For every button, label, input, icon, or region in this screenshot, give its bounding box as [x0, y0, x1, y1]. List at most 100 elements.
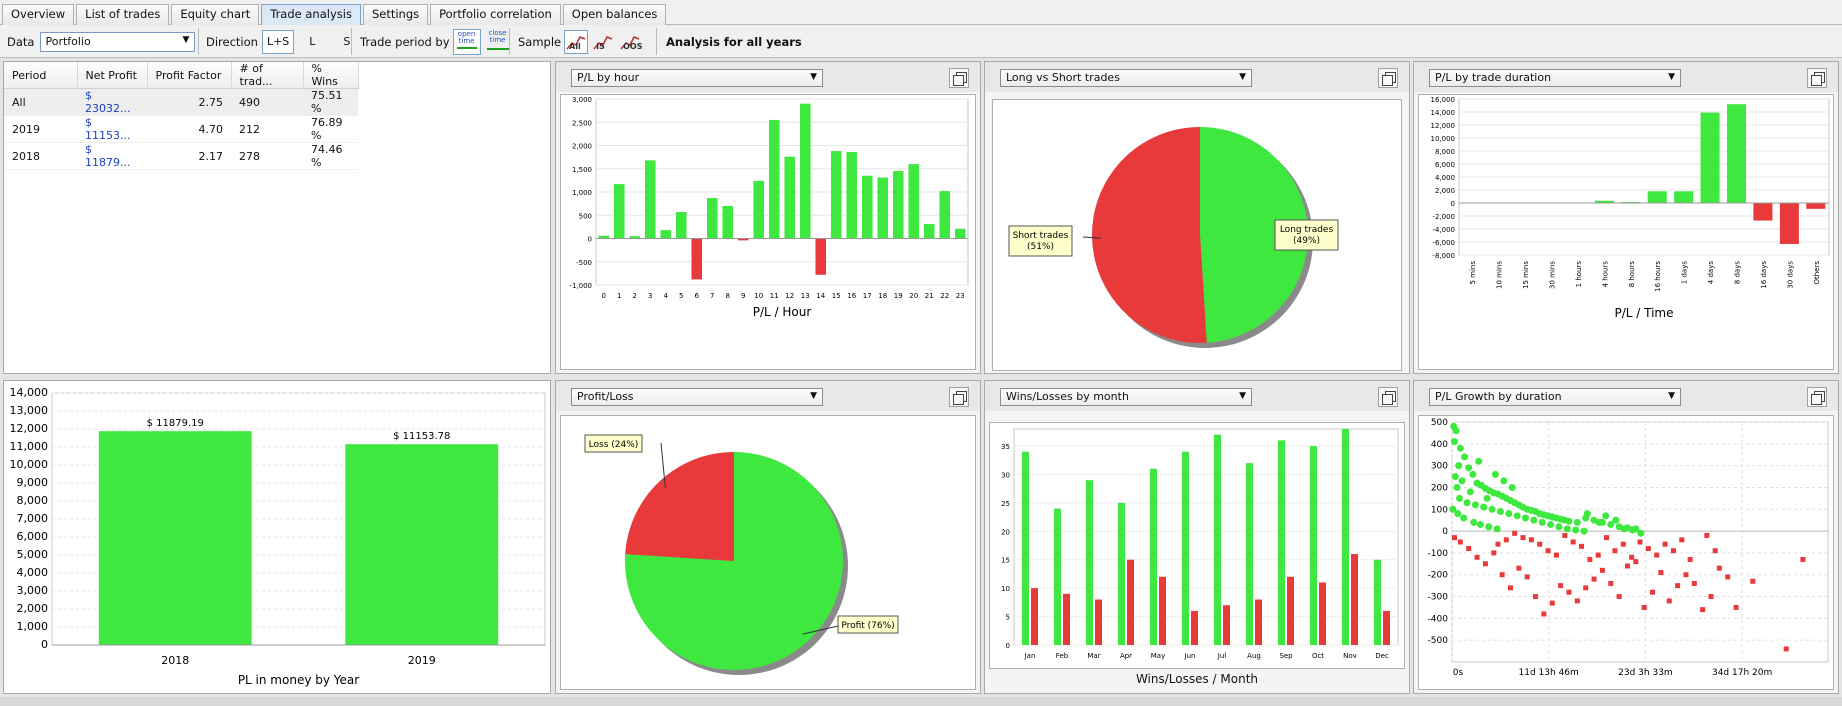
bar-wins — [1086, 480, 1093, 645]
pl-growth-select[interactable]: P/L Growth by duration ▼ — [1429, 388, 1681, 406]
scatter-point-loss — [1545, 548, 1551, 554]
bar — [799, 103, 811, 239]
column-header-profit-factor[interactable]: Profit Factor — [147, 62, 232, 89]
scatter-point-win — [1456, 444, 1464, 452]
scatter-point-loss — [1654, 552, 1660, 558]
long-vs-short-select[interactable]: Long vs Short trades ▼ — [1000, 69, 1252, 87]
y-tick-label: 3,000 — [17, 584, 49, 597]
callout-label: Loss (24%) — [589, 440, 639, 450]
x-tick-label: 18 — [878, 292, 887, 300]
chevron-down-icon: ▼ — [182, 34, 190, 45]
scatter-point-loss — [1457, 539, 1463, 545]
x-tick-label: 0s — [1453, 668, 1464, 678]
bar-losses — [1319, 582, 1326, 645]
maximize-icon[interactable] — [1378, 68, 1398, 88]
scatter-point-win — [1455, 462, 1463, 470]
cell-trades: 490 — [231, 88, 303, 116]
sample-oos-icon — [620, 35, 640, 49]
x-tick-label: Apr — [1120, 652, 1132, 660]
direction-l-button[interactable]: L — [309, 34, 316, 48]
pl-by-hour-select[interactable]: P/L by hour ▼ — [571, 69, 823, 87]
callout-label: (49%) — [1293, 236, 1320, 246]
table-row[interactable]: 2019 $ 11153... 4.70 212 76.89 % — [4, 115, 358, 143]
scatter-point-loss — [1524, 574, 1530, 580]
direction-s-button[interactable]: S — [343, 34, 351, 48]
sample-label: Sample — [518, 34, 562, 49]
callout-label: Profit (76%) — [841, 621, 894, 631]
column-header-period[interactable]: Period — [4, 62, 78, 89]
scatter-point-win — [1522, 514, 1530, 522]
callout-box — [1008, 225, 1073, 257]
table-row[interactable]: All $ 23032... 2.75 490 75.51 % — [4, 88, 358, 116]
scatter-point-loss — [1662, 541, 1668, 547]
cell-net-profit: $ 23032... — [77, 88, 147, 116]
tab-overview[interactable]: Overview — [2, 4, 75, 25]
sample-is-button[interactable]: IS — [591, 30, 615, 54]
x-axis-label: PL in money by Year — [238, 673, 359, 687]
maximize-icon[interactable] — [1807, 387, 1827, 407]
splitter-handle[interactable] — [0, 697, 1842, 706]
bar — [675, 211, 687, 239]
scatter-point-win — [1488, 505, 1496, 513]
x-tick-label: 8 hours — [1628, 261, 1636, 288]
tab-portfolio-correlation[interactable]: Portfolio correlation — [430, 4, 561, 25]
y-tick-label: 8,000 — [17, 494, 49, 507]
x-tick-label: 11d 13h 46m — [1519, 668, 1579, 678]
y-tick-label: 500 — [579, 212, 592, 220]
maximize-icon[interactable] — [949, 68, 969, 88]
bar — [644, 160, 656, 239]
scatter-point-win — [1452, 427, 1460, 435]
scatter-point-win — [1456, 494, 1464, 502]
data-label: $ 11153.78 — [393, 431, 450, 442]
pl-growth-panel: P/L Growth by duration ▼ -500 -400 -300 -200… — [1413, 380, 1839, 694]
y-tick-label: 6,000 — [17, 530, 49, 543]
period-table: Period Net Profit Profit Factor # of tra… — [4, 62, 359, 170]
bar — [753, 180, 765, 239]
maximize-icon[interactable] — [949, 387, 969, 407]
maximize-icon[interactable] — [1807, 68, 1827, 88]
y-tick-label: 1,000 — [17, 620, 49, 633]
wins-losses-select[interactable]: Wins/Losses by month ▼ — [1000, 388, 1252, 406]
scatter-point-win — [1508, 483, 1516, 491]
column-header-trades[interactable]: # of trad... — [231, 62, 304, 89]
x-tick-label: 6 — [695, 292, 700, 300]
scatter-point-win — [1563, 525, 1571, 533]
scatter-point-win — [1505, 510, 1513, 518]
tab-open-balances[interactable]: Open balances — [562, 4, 667, 25]
y-tick-label: 2,000 — [572, 143, 592, 151]
y-tick-label: 5,000 — [17, 548, 49, 561]
scatter-point-win — [1580, 527, 1588, 535]
sample-oos-button[interactable]: OOS — [618, 30, 643, 54]
scatter-point-win — [1602, 512, 1610, 520]
sample-all-button[interactable]: All — [564, 29, 589, 54]
x-tick-label: 2019 — [408, 654, 436, 667]
period-table-panel: Period Net Profit Profit Factor # of tra… — [3, 61, 551, 374]
bar — [1753, 203, 1773, 221]
close-time-button[interactable]: close time — [484, 29, 512, 55]
tab-trade-analysis[interactable]: Trade analysis — [261, 4, 361, 25]
column-header-wins[interactable]: % Wins — [303, 62, 359, 89]
column-header-net-profit[interactable]: Net Profit — [77, 62, 148, 89]
y-tick-label: -100 — [1428, 549, 1449, 559]
x-tick-label: May — [1151, 652, 1165, 660]
bar — [1674, 191, 1694, 203]
tab-equity-chart[interactable]: Equity chart — [171, 4, 260, 25]
tab-settings[interactable]: Settings — [362, 4, 429, 25]
maximize-icon[interactable] — [1378, 387, 1398, 407]
data-select[interactable]: Portfolio ▼ — [40, 31, 196, 52]
bar-wins — [1374, 559, 1381, 645]
table-row[interactable]: 2018 $ 11879... 2.17 278 74.46 % — [4, 142, 358, 170]
x-tick-label: 2 — [633, 292, 637, 300]
sample-is-icon — [593, 35, 613, 49]
bar-losses — [1255, 599, 1262, 645]
direction-ls-button[interactable]: L+S — [261, 29, 295, 54]
tab-list-of-trades[interactable]: List of trades — [76, 4, 170, 25]
scatter-point-loss — [1591, 576, 1597, 582]
open-time-button[interactable]: open time — [452, 28, 481, 55]
bar — [954, 228, 966, 239]
x-tick-label: 4 — [664, 292, 669, 300]
cell-net-profit: $ 11153... — [77, 115, 147, 143]
pl-by-duration-select[interactable]: P/L by trade duration ▼ — [1429, 69, 1681, 87]
profit-loss-select[interactable]: Profit/Loss ▼ — [571, 388, 823, 406]
bar — [629, 236, 641, 239]
